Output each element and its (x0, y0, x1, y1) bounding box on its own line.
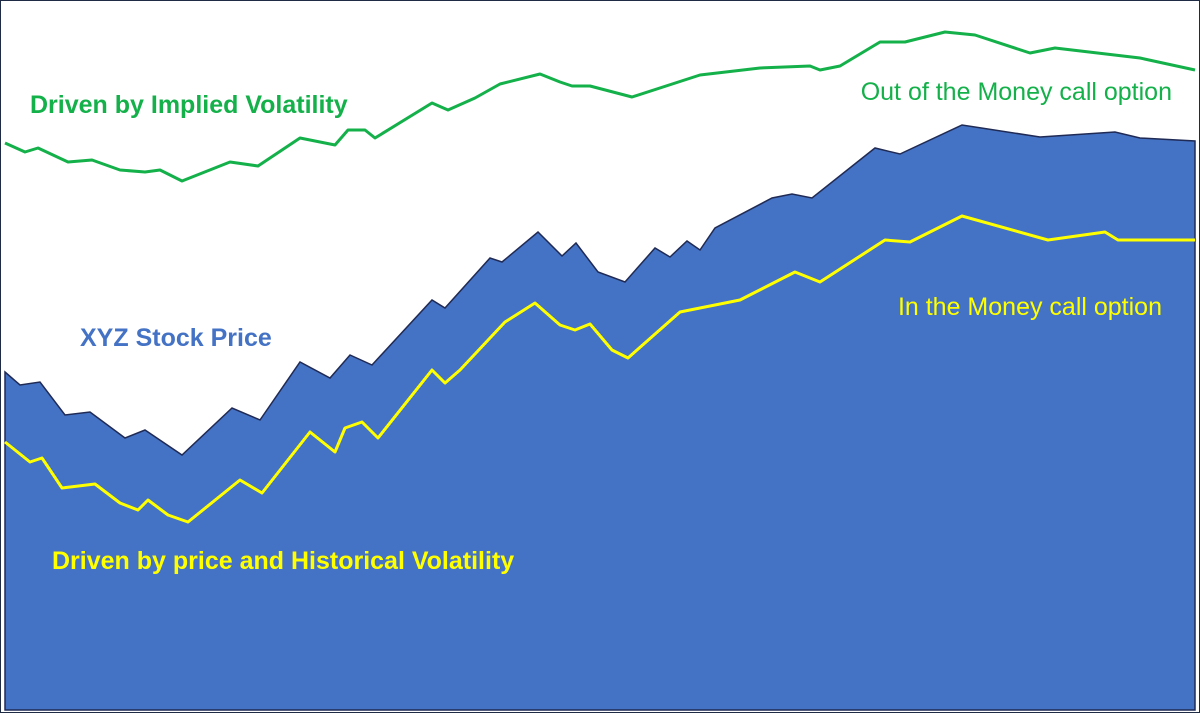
itm-option-line (4, 214, 1195, 524)
historical-label: Driven by price and Historical Volatilit… (52, 547, 514, 575)
stock-price-area (4, 124, 1196, 711)
otm-option-line (4, 30, 1196, 183)
implied-label: Driven by Implied Volatility (30, 91, 348, 119)
stock-label: XYZ Stock Price (80, 324, 272, 352)
otm-label: Out of the Money call option (861, 78, 1172, 106)
itm-label: In the Money call option (898, 293, 1162, 321)
